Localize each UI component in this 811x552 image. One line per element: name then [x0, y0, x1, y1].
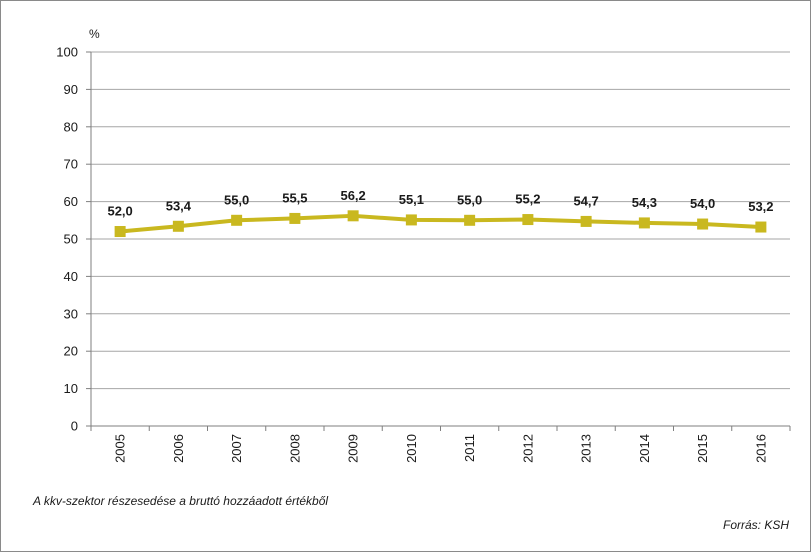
data-label: 53,4 — [166, 198, 192, 213]
data-point — [522, 214, 534, 226]
data-label: 52,0 — [107, 204, 132, 219]
data-label: 54,7 — [573, 193, 598, 208]
x-tick-label: 2005 — [113, 434, 128, 463]
y-unit-label: % — [89, 27, 100, 41]
y-tick-label: 50 — [64, 232, 78, 247]
source-note: Forrás: KSH — [722, 518, 789, 532]
data-label: 55,2 — [515, 192, 540, 207]
data-point — [638, 217, 650, 229]
data-point — [347, 210, 359, 222]
y-tick-label: 70 — [64, 157, 78, 172]
series-markers — [114, 210, 767, 238]
data-point — [114, 226, 126, 238]
data-point — [231, 214, 243, 226]
data-labels: 52,0 53,4 55,0 55,5 56,2 55,1 55,0 55,2 54,7 54,3… — [107, 188, 773, 219]
data-label: 56,2 — [340, 188, 365, 203]
axes — [86, 51, 791, 431]
x-tick-label: 2011 — [462, 434, 477, 462]
data-label: 53,2 — [748, 199, 773, 214]
data-point — [580, 215, 592, 227]
y-tick-label: 90 — [64, 82, 78, 97]
data-label: 55,0 — [457, 192, 482, 207]
x-tick-label: 2006 — [171, 434, 186, 463]
x-tick-label: 2015 — [695, 434, 710, 463]
data-point — [755, 221, 767, 233]
x-tick-label: 2008 — [287, 434, 302, 463]
y-tick-label: 10 — [64, 381, 78, 396]
data-label: 55,0 — [224, 192, 249, 207]
data-label: 54,3 — [632, 195, 657, 210]
x-tick-label: 2010 — [404, 434, 419, 463]
y-tick-label: 30 — [64, 306, 78, 321]
series-line — [119, 213, 761, 234]
data-point — [464, 214, 476, 226]
x-tick-label: 2012 — [520, 434, 535, 463]
data-point — [172, 220, 184, 232]
data-label: 54,0 — [690, 196, 715, 211]
series-line-0 — [119, 213, 761, 234]
data-point — [405, 214, 417, 226]
chart-caption: A kkv-szektor részesedése a bruttó hozzá… — [33, 494, 329, 508]
x-tick-label: 2007 — [229, 434, 244, 463]
gridlines — [91, 51, 790, 390]
x-tick-labels: 2005 2006 2007 2008 2009 2010 2011 2012 2013 2014… — [113, 434, 769, 463]
data-label: 55,1 — [399, 192, 424, 207]
x-tick-label: 2014 — [637, 434, 652, 463]
data-point — [697, 218, 709, 230]
data-point — [289, 212, 301, 224]
y-tick-label: 80 — [64, 119, 78, 134]
y-tick-labels: 0 10 20 30 40 50 60 70 80 90 100 — [56, 45, 78, 434]
y-tick-label: 0 — [71, 419, 78, 434]
x-tick-label: 2009 — [346, 434, 361, 463]
y-tick-label: 40 — [64, 269, 78, 284]
x-tick-label: 2013 — [579, 434, 594, 463]
data-label: 55,5 — [282, 190, 307, 205]
y-tick-label: 20 — [64, 344, 78, 359]
x-tick-label: 2016 — [753, 434, 768, 463]
y-tick-label: 100 — [56, 45, 78, 60]
y-tick-label: 60 — [64, 194, 78, 209]
